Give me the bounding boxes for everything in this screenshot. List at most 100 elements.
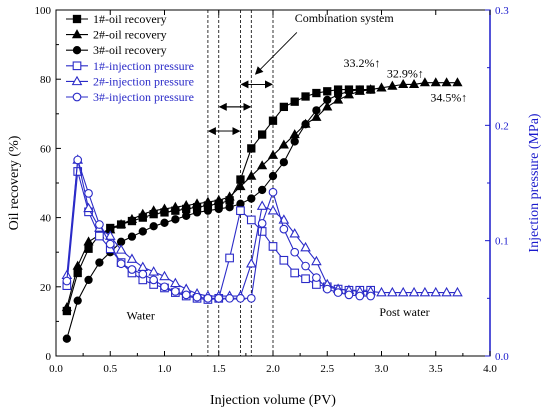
data-point [312, 88, 321, 98]
data-point [430, 77, 441, 87]
legend-swatch-marker [72, 46, 82, 55]
data-point [84, 275, 93, 285]
data-point [344, 87, 354, 96]
y-left-tick-label: 80 [40, 74, 52, 86]
data-point [224, 191, 235, 201]
data-point [191, 198, 203, 208]
data-point [62, 334, 71, 343]
legend-label: 1#-injection pressure [93, 59, 194, 73]
data-point [268, 116, 278, 125]
data-point [246, 215, 256, 225]
data-point [171, 287, 180, 296]
axes-layer: 0.0 0.5 1.0 1.5 2.0 2.5 3.0 3.5 4.0 0 20 40 60 80 100 0… [7, 5, 542, 408]
data-point [290, 268, 300, 278]
y-left-tick-label: 0 [46, 351, 52, 363]
data-point [73, 296, 82, 305]
y-right-tick-label: 0.2 [495, 120, 509, 132]
legend-item: 1#-injection pressure [66, 59, 194, 73]
data-point [159, 270, 170, 281]
data-point [181, 200, 192, 210]
data-point [105, 239, 115, 249]
data-point [257, 160, 268, 170]
data-point [333, 288, 343, 297]
data-point [397, 286, 409, 297]
legend-label: 2#-oil recovery [93, 28, 167, 42]
data-point [322, 284, 332, 294]
data-point [236, 206, 245, 216]
data-point [366, 85, 375, 94]
data-point [225, 203, 234, 212]
combination-arrow [254, 32, 298, 75]
legend-item: 2#-injection pressure [66, 74, 194, 88]
data-point [323, 95, 332, 105]
series-3 [62, 85, 375, 343]
data-point [452, 286, 463, 297]
legend-item: 3#-injection pressure [66, 90, 194, 104]
data-point [160, 282, 169, 292]
data-point [268, 187, 278, 197]
annotations-layer: Combination system 33.2%↑ 32.9%↑ 34.5%↑ Wate… [127, 11, 468, 323]
data-point [322, 101, 333, 111]
data-point [62, 276, 72, 286]
data-point [452, 77, 463, 87]
data-point [214, 204, 223, 214]
data-point [408, 286, 420, 297]
data-point [279, 158, 288, 167]
data-point [267, 149, 279, 159]
data-point [312, 106, 321, 115]
data-point [137, 261, 149, 271]
data-point [192, 208, 202, 217]
data-point [290, 137, 299, 146]
annotation-label: 34.5%↑ [430, 91, 467, 105]
y-left-tick-label: 40 [40, 213, 52, 225]
data-point [170, 201, 181, 211]
legend-item: 3#-oil recovery [66, 43, 167, 57]
x-axis-title: Injection volume (PV) [210, 393, 336, 408]
data-point [355, 85, 364, 94]
data-point [419, 286, 431, 297]
legend-item: 1#-oil recovery [66, 12, 167, 26]
data-point [126, 213, 138, 223]
data-point [355, 291, 365, 301]
annotation-label: Combination system [295, 11, 395, 25]
legend-swatch-marker [72, 61, 82, 71]
data-point [245, 258, 257, 268]
data-point [311, 255, 322, 266]
data-point [104, 230, 116, 240]
data-point [344, 290, 354, 300]
data-point [95, 258, 104, 267]
data-point [127, 265, 137, 274]
y-right-tick-label: 0.0 [495, 351, 509, 363]
annotation-label: Water [127, 309, 155, 323]
data-point [61, 302, 72, 312]
data-point [301, 274, 310, 284]
legend-swatch-marker [71, 29, 83, 39]
data-point [247, 194, 256, 203]
series-2 [61, 77, 463, 312]
legend-item: 2#-oil recovery [66, 28, 167, 42]
data-point [301, 120, 310, 129]
x-tick-label: 1.0 [158, 363, 172, 375]
data-point [408, 78, 420, 88]
data-point [333, 94, 344, 104]
data-point [181, 290, 191, 300]
data-point [235, 181, 246, 191]
data-point [95, 231, 104, 241]
data-point [441, 77, 452, 87]
annotation-label: Post water [379, 305, 429, 319]
data-point [290, 247, 300, 257]
x-tick-label: 2.5 [320, 363, 334, 375]
data-point [236, 199, 245, 208]
data-point [268, 171, 278, 181]
annotation-label: 32.9%↑ [387, 66, 424, 80]
legend-label: 3#-oil recovery [93, 43, 167, 57]
data-point [279, 224, 289, 234]
y-left-tick-label: 100 [35, 5, 52, 17]
data-point [257, 227, 267, 236]
series-line [66, 82, 458, 308]
legend-swatch-marker [72, 92, 82, 102]
data-point [203, 206, 213, 215]
x-tick-label: 4.0 [483, 363, 497, 375]
